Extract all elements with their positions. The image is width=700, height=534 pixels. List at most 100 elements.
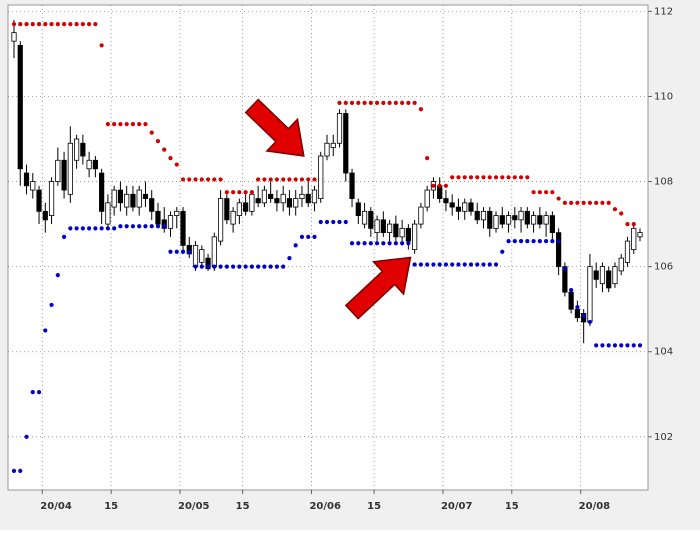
band-dot	[437, 183, 442, 188]
band-dot	[249, 264, 254, 269]
candle-body	[305, 193, 311, 204]
band-dot	[544, 239, 549, 244]
band-dot	[93, 22, 98, 27]
band-dot	[231, 190, 236, 195]
x-tick-label: 20/07	[441, 501, 473, 512]
candle-body	[230, 210, 236, 225]
candle-body	[124, 193, 130, 208]
candle-body	[568, 291, 574, 310]
band-dot	[43, 22, 48, 27]
band-dot	[425, 262, 430, 267]
band-dot	[556, 196, 561, 201]
band-dot	[450, 175, 455, 180]
band-dot	[212, 177, 217, 182]
candle-body	[556, 232, 562, 268]
candle-body	[336, 113, 343, 144]
band-dot	[575, 304, 580, 310]
band-dot	[61, 234, 67, 239]
band-dot	[500, 175, 505, 180]
band-dot	[531, 239, 536, 244]
band-dot	[493, 175, 499, 180]
band-dot	[68, 22, 73, 27]
candle-body	[311, 189, 318, 204]
band-dot	[168, 156, 173, 161]
band-dot	[462, 262, 467, 267]
band-dot	[343, 219, 348, 225]
plot-layer: 102 104 106 108 110 112 20/04 15 20/05 15 20/06 15 2…	[8, 5, 673, 512]
candle-body	[299, 193, 305, 199]
candle-body	[117, 189, 124, 204]
band-dot	[381, 241, 386, 246]
candle-body	[261, 189, 268, 204]
band-dot	[187, 177, 192, 182]
band-dot	[550, 190, 555, 195]
band-dot	[625, 222, 630, 227]
candle-body	[55, 159, 61, 182]
candle-body	[67, 142, 73, 195]
candle-body	[593, 270, 599, 280]
band-dot	[374, 241, 380, 246]
band-dot	[36, 22, 42, 27]
band-dot	[124, 224, 129, 229]
arrow-shape	[344, 256, 412, 320]
band-dot	[612, 343, 618, 348]
band-dot	[224, 190, 229, 195]
candle-body	[280, 193, 286, 204]
band-dot	[218, 177, 223, 182]
band-dot	[512, 239, 517, 244]
band-dot	[481, 262, 486, 267]
band-dot	[306, 177, 311, 182]
band-dot	[600, 343, 605, 348]
candle-body	[493, 215, 499, 229]
band-dot	[368, 241, 373, 246]
band-dot	[481, 175, 486, 180]
band-dot	[162, 224, 167, 229]
band-dot	[43, 328, 48, 333]
band-dot	[406, 100, 411, 105]
candle-body	[199, 249, 205, 263]
band-dot	[418, 262, 423, 267]
band-dot	[475, 262, 480, 267]
candle-body	[318, 155, 324, 199]
band-dot	[562, 266, 567, 271]
candle-body	[412, 223, 418, 251]
candle-body	[505, 215, 512, 225]
candle-body	[286, 198, 293, 208]
band-dot	[149, 224, 154, 229]
candle-body	[386, 223, 393, 234]
band-dot	[569, 287, 574, 293]
band-dot	[493, 262, 499, 267]
candle-body	[418, 206, 424, 225]
band-dot	[337, 100, 342, 105]
band-dot	[299, 177, 305, 182]
x-tick-label: 20/06	[309, 501, 341, 512]
candle-body	[330, 142, 336, 148]
band-dot	[149, 130, 154, 135]
band-dot	[312, 234, 317, 239]
band-dot	[193, 177, 198, 182]
band-dot	[393, 100, 398, 105]
candle-body	[487, 210, 493, 229]
band-dot	[349, 241, 355, 246]
band-dot	[393, 241, 398, 246]
candle-body	[149, 198, 155, 212]
band-dot	[256, 264, 261, 269]
band-dot	[637, 343, 643, 348]
band-dot	[556, 239, 561, 244]
candle-body	[36, 189, 42, 212]
candle-body	[161, 219, 167, 229]
candle-body	[217, 198, 224, 242]
x-tick-label: 20/04	[40, 501, 72, 512]
band-dot	[625, 343, 630, 348]
band-dot	[487, 262, 492, 267]
band-dot	[55, 22, 60, 27]
band-dot	[243, 190, 248, 195]
candle-body	[130, 193, 136, 208]
x-tick-label: 15	[104, 501, 118, 512]
band-dot	[356, 100, 361, 105]
candle-body	[211, 236, 217, 268]
band-dot	[105, 226, 110, 231]
band-dot	[544, 190, 549, 195]
candle-body	[61, 159, 67, 191]
band-dot	[11, 468, 17, 473]
